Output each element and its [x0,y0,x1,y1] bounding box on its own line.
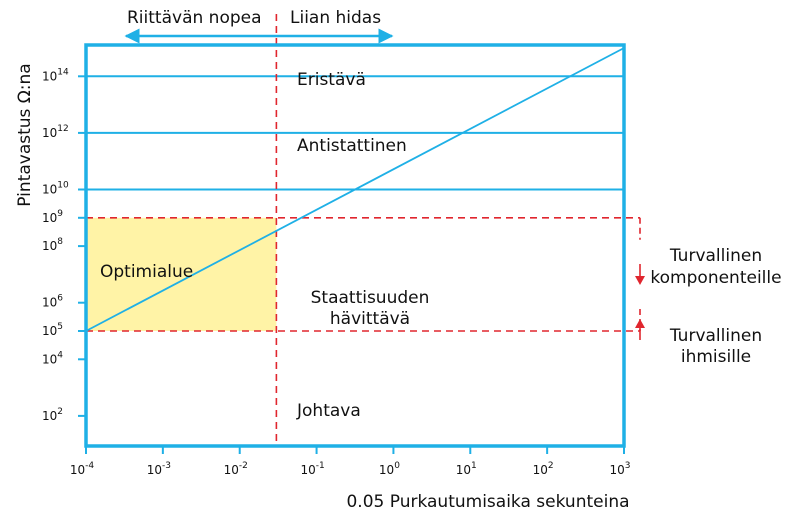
too-slow-label: Liian hidas [290,8,381,28]
x-tick-label: 102 [533,461,554,477]
x-tick-label: 101 [456,461,477,477]
optimal-region-fill [86,217,277,331]
y-tick-label: 102 [42,407,63,423]
down-arrow-head [635,276,645,285]
y-tick-label: 1010 [42,181,69,197]
region-boundary-lines [86,75,624,191]
x-tick-label: 10-1 [300,461,324,477]
x-tick-label: 10-2 [224,461,248,477]
y-axis-label: Pintavastus Ω:na [15,63,35,206]
y-tick-label: 106 [42,294,63,310]
safe-components-line2: komponenteille [650,268,781,288]
conductive-label: Johtava [296,401,361,421]
y-tick-label: 1012 [42,124,69,140]
fast-enough-label: Riittävän nopea [127,8,262,28]
x-axis-ticks: 10-4 10-3 10-2 10-1 100 101 102 103 [70,446,631,477]
x-tick-label: 103 [609,461,630,477]
dissipative-label-line1: Staattisuuden [311,288,430,308]
antistatic-label: Antistattinen [297,136,407,156]
safe-humans-line2: ihmisille [681,347,751,367]
safe-humans-line1: Turvallinen [669,326,762,346]
y-tick-label: 1014 [42,67,69,83]
y-tick-label: 108 [42,237,63,253]
side-arrows [635,264,645,340]
optimal-label: Optimialue [100,262,193,282]
x-axis-label: 0.05 Purkautumisaika sekunteina [346,492,629,512]
x-tick-label: 10-4 [70,461,95,477]
safe-components-line1: Turvallinen [669,246,762,266]
y-axis-ticks: 102 104 105 106 108 109 1010 1012 1014 [42,67,86,423]
dissipative-label-line2: hävittävä [330,309,410,329]
insulating-label: Eristävä [297,70,366,90]
y-tick-label: 109 [42,209,63,225]
x-tick-label: 10-3 [147,461,171,477]
x-tick-label: 100 [379,461,400,477]
y-tick-label: 105 [42,322,63,338]
y-tick-label: 104 [42,350,63,366]
resistance-time-line [85,47,625,332]
up-arrow-head [635,319,645,328]
